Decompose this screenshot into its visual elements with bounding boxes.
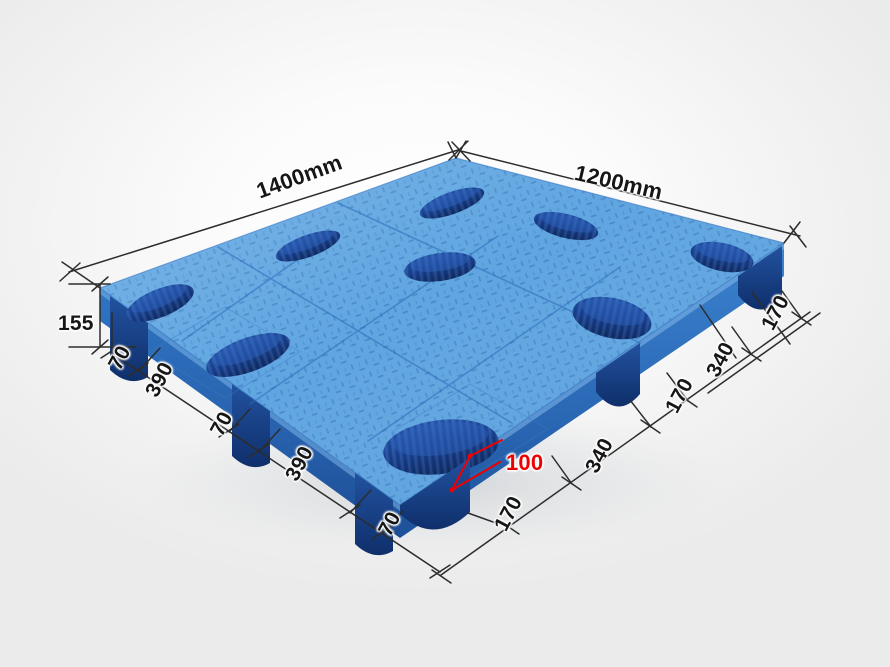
tick-1200-b [789, 225, 807, 248]
tick-lc-3 [248, 443, 270, 458]
pallet-foot [690, 241, 754, 273]
wit-rc-a [467, 512, 511, 529]
label-foot-height-100: 100 [506, 450, 544, 475]
wit-lc-c [228, 408, 251, 433]
dimline-left-chain [109, 351, 441, 573]
wit-rc-b [551, 455, 573, 485]
wit-lc-f [381, 510, 404, 535]
label-height-155: 155 [58, 312, 94, 335]
pallet-deck-shade [100, 158, 784, 505]
pallet-feet [126, 187, 754, 475]
tick-lc-6 [429, 564, 451, 579]
pallet-foot [419, 187, 485, 219]
front-corner-block [400, 458, 470, 530]
dimension-lines [59, 140, 821, 584]
tick-rc-0 [431, 569, 452, 584]
wit-rc-f [781, 290, 803, 320]
pallet-foot [126, 284, 194, 322]
ext-1200-a [455, 140, 467, 159]
dimline-right-upper [707, 312, 821, 394]
tick-lc-4 [339, 504, 361, 519]
wit-lc-b [138, 347, 161, 372]
wit-rc-e [731, 326, 753, 356]
wit-ru-b [751, 291, 791, 345]
dimline-1400 [68, 149, 459, 273]
pallet-foot [206, 333, 290, 377]
tick-lc-5 [371, 525, 393, 540]
dimline-right-chain [440, 311, 811, 576]
dimline-1200 [460, 150, 801, 237]
tick-1400-a [59, 262, 81, 282]
ext-1200-b [783, 221, 801, 244]
pallet-foot [572, 296, 652, 340]
tick-lc-0 [100, 344, 122, 359]
tick-155-top [91, 276, 109, 292]
wit-ru-a [699, 304, 737, 359]
tick-155-bot [91, 339, 109, 355]
pallet-foot [404, 252, 476, 282]
pallet-foot [275, 230, 341, 262]
dimension-line-100 [451, 439, 503, 491]
pallet-foot [533, 211, 599, 241]
tick-1200-a [451, 141, 471, 162]
wit-lc-d [258, 428, 281, 453]
wit-lc-e [349, 489, 372, 514]
wit-rc-c [629, 399, 652, 428]
wit-rc-d [666, 372, 689, 402]
dim-100-anchor [449, 487, 455, 493]
dim-100-anchor-top [467, 453, 473, 459]
tick-lc-2 [218, 423, 240, 438]
